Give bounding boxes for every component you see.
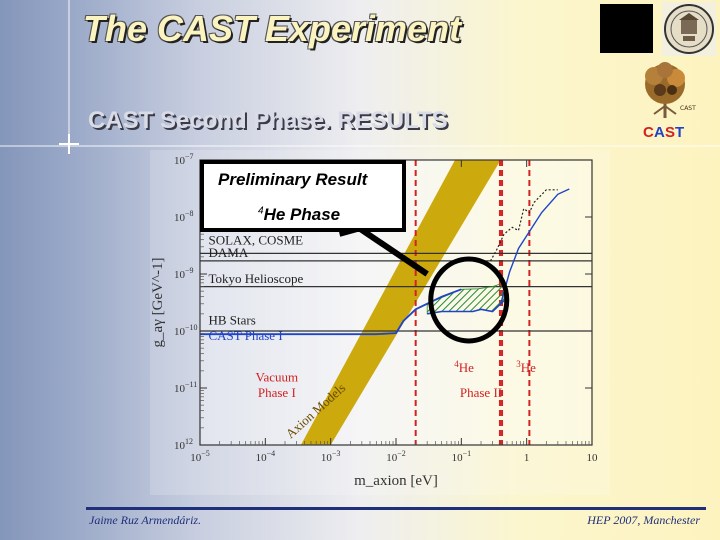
x-tick-label: 10−1 [452,449,472,464]
footer-line [86,507,706,510]
chart-annotation: 3He [516,359,536,375]
chart-annotation: HB Stars [209,313,256,328]
svg-text:CAST: CAST [680,105,696,112]
he4-phase2-curve [427,300,505,315]
x-tick-label: 1 [524,452,530,464]
y-tick-label: 1012 [174,437,193,452]
footer-author: Jaime Ruz Armendáriz. [89,513,202,527]
decor-cross-icon [59,134,79,154]
y-tick-label: 10−7 [174,152,194,167]
chart-annotation: Phase I [258,385,296,400]
x-axis-label: m_axion [eV] [354,473,438,489]
axion-models-band [300,160,501,445]
y-tick-label: 10−11 [174,380,197,395]
chart-annotation: Tokyo Helioscope [209,271,304,286]
chart-annotation: 4He [454,359,474,375]
cast-logo-letter: S [665,124,676,141]
chart-annotation: CAST Phase I [209,328,283,343]
slide-title: The CAST Experiment [83,8,462,49]
plot-content [200,160,592,445]
he4-phase-label: 4He Phase [258,205,340,225]
cast-logo-letter: C [643,124,654,141]
x-tick-label: 10−5 [190,449,210,464]
y-tick-label: 10−8 [174,209,194,224]
chart-annotation: Phase II [460,385,502,400]
chart-annotation: DAMA [209,245,249,260]
black-logo-box [600,4,653,53]
chart-annotation: Vacuum [256,370,299,385]
cast-phase1-curve [200,288,462,336]
x-tick-label: 10−4 [256,449,276,464]
preliminary-result-box: Preliminary Result 4He Phase [200,160,406,232]
decor-horizontal-line [0,145,720,147]
university-seal-icon [662,2,716,56]
preliminary-result-title: Preliminary Result [218,170,368,189]
decor-vertical-line [68,0,70,150]
he4-phase-text: He Phase [263,205,341,224]
x-tick-label: 10−3 [321,449,341,464]
highlight-circle-icon [428,256,510,344]
chart-annotation: SOLAX, COSME [209,232,304,247]
y-axis-label: g_aγ [GeV^-1] [150,258,166,348]
y-tick-label: 10−10 [174,323,198,338]
footer-event: HEP 2007, Manchester [587,513,700,527]
cast-emblem-icon: CAST [645,62,696,118]
lazarus-curve [489,189,558,262]
x-tick-label: 10−2 [386,449,406,464]
slide-subtitle: CAST Second Phase. RESULTS [88,107,448,134]
he4-superscript: 4 [258,205,264,217]
cast-logo-letter: T [675,124,685,141]
y-tick-label: 10−9 [174,266,194,281]
x-tick-label: 10 [587,452,599,464]
he3-projection-curve [500,188,570,304]
cast-logo-letter: A [654,124,665,141]
